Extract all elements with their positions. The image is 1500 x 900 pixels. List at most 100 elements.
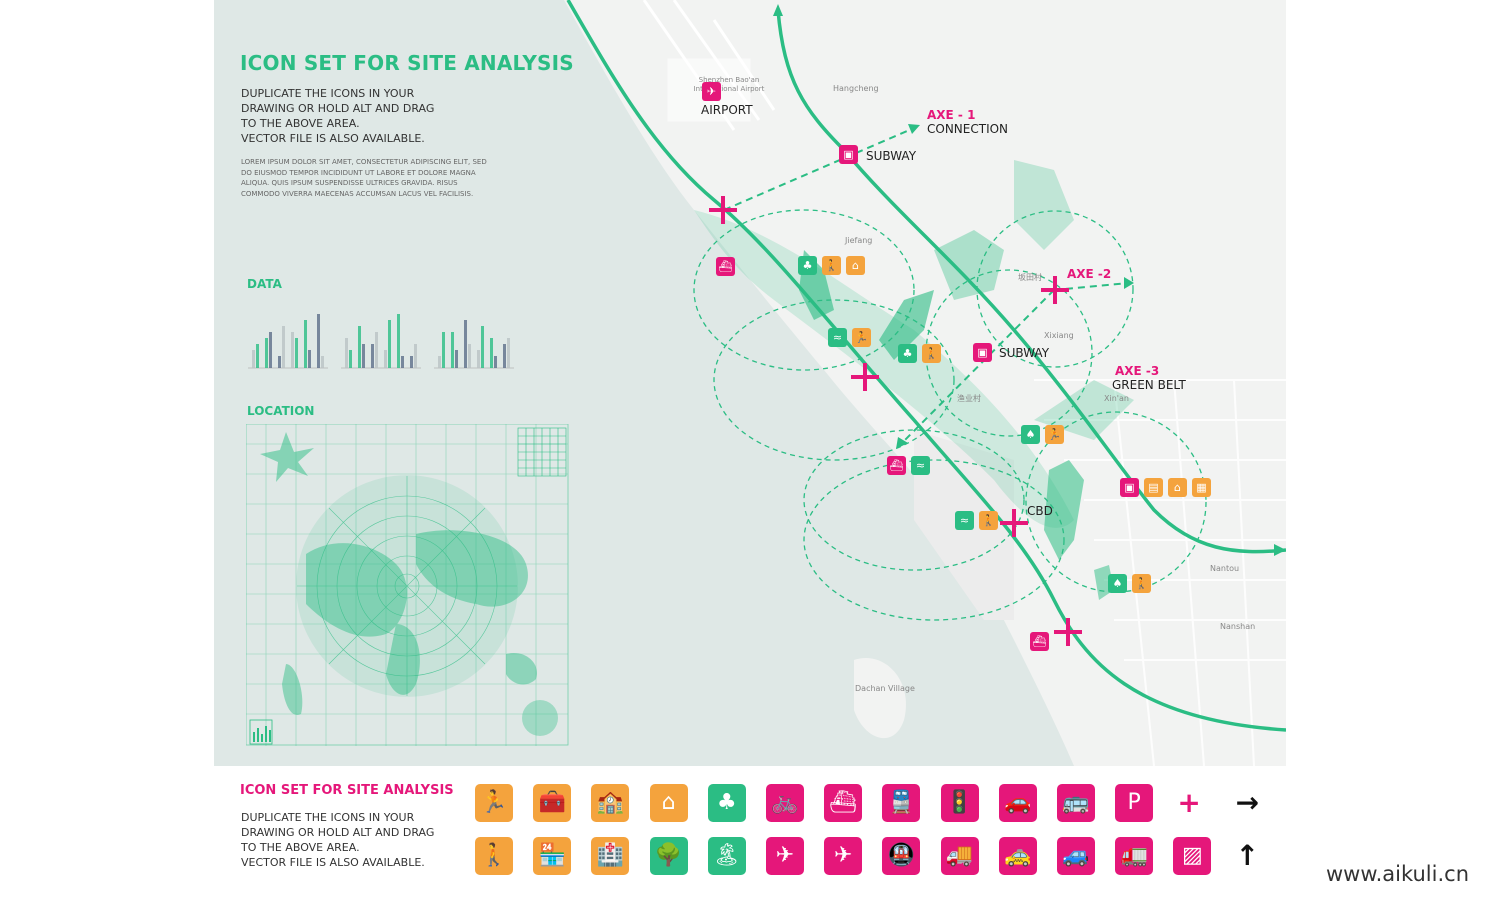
beach-icon: 🏝 — [707, 837, 746, 875]
chart-bar — [371, 344, 374, 368]
subway-label-1: SUBWAY — [866, 149, 917, 163]
place-yuyecun: 渔业村 — [957, 394, 981, 403]
bar-charts — [248, 314, 514, 369]
school-icon: 🏫 — [591, 784, 630, 822]
chart-bar — [349, 350, 352, 368]
chart-bar — [388, 320, 391, 368]
ship-icon: ⛴ — [1030, 632, 1049, 651]
chart-bar — [481, 326, 484, 368]
hospital-icon: 🏥 — [591, 837, 630, 875]
walking-person-icon: 🚶 — [979, 511, 998, 530]
parking-icon: P — [1115, 784, 1154, 822]
walking-person-icon: 🚶 — [922, 344, 941, 363]
airplane-icon: ✈ — [702, 82, 721, 101]
axe1-sub-label: CONNECTION — [927, 122, 1009, 136]
chart-bar — [362, 344, 365, 368]
bicycle-icon: 🚲 — [766, 784, 804, 822]
tree-icon: ♣ — [707, 784, 746, 822]
truck-icon: 🚚 — [940, 837, 979, 875]
chart-bar — [304, 320, 307, 368]
ship-icon: ⛴ — [824, 784, 863, 822]
chart-bar — [503, 344, 506, 368]
chart-bar — [414, 344, 417, 368]
site-map — [564, 0, 1286, 766]
chart-bar — [375, 332, 378, 368]
running-person-icon: 🏃 — [1045, 425, 1064, 444]
airplane-icon: ✈ — [766, 837, 804, 875]
chart-bar — [494, 356, 497, 368]
highway-arrows — [773, 4, 1286, 556]
arrow-right-icon: → — [1235, 786, 1260, 819]
section-data-title: DATA — [247, 277, 282, 291]
highways — [566, 0, 1286, 732]
mini-bar-icon — [249, 719, 273, 745]
school-icon: ⌂ — [1168, 478, 1187, 497]
axe3-sub-label: GREEN BELT — [1112, 378, 1186, 392]
train-icon: ▣ — [1120, 478, 1139, 497]
location-globe — [246, 424, 569, 746]
chart-bar — [464, 320, 467, 368]
chart-bar — [278, 356, 281, 368]
page-title: ICON SET FOR SITE ANALYSIS — [240, 51, 574, 75]
car-icon: 🚗 — [998, 784, 1037, 822]
axe1-label: AXE - 1 — [927, 108, 976, 122]
subway-label-2: SUBWAY — [999, 346, 1050, 360]
node-crosses — [709, 196, 1082, 646]
chart-bar — [291, 332, 294, 368]
chart-bar — [252, 350, 255, 368]
arrow-up-icon: ↑ — [1235, 839, 1260, 872]
airport-label: AIRPORT — [701, 103, 753, 117]
map-panel — [214, 0, 1286, 766]
walking-person-icon: 🚶 — [1132, 574, 1151, 593]
chart-bar — [269, 332, 272, 368]
beach-icon: ≈ — [955, 511, 974, 530]
legend-title: ICON SET FOR SITE ANALYSIS — [240, 783, 454, 798]
world-map-silhouette — [282, 530, 537, 715]
chart-bar — [317, 314, 320, 368]
street-grid — [1034, 379, 1286, 766]
roadblock-icon: ▨ — [1173, 837, 1212, 875]
train-icon: ▣ — [973, 343, 992, 362]
place-jiefang: Jiefang — [845, 236, 873, 245]
chart-bar — [410, 356, 413, 368]
train-icon: ▣ — [839, 145, 858, 164]
chart-bar — [451, 332, 454, 368]
axe2-label: AXE -2 — [1067, 267, 1112, 281]
chart-bar — [358, 326, 361, 368]
ship-icon: ⛴ — [887, 456, 906, 475]
plus-icon: + — [1177, 786, 1201, 819]
axe3-label: AXE -3 — [1115, 364, 1160, 378]
chart-bar — [282, 326, 285, 368]
header-description: DUPLICATE THE ICONS IN YOUR DRAWING OR H… — [241, 87, 435, 145]
chart-bar — [384, 350, 387, 368]
bus-icon: 🚌 — [1057, 784, 1095, 822]
watermark: www.aikuli.cn — [1326, 862, 1470, 886]
place-xixiang: Xixiang — [1044, 331, 1074, 340]
chart-bar — [442, 332, 445, 368]
train-icon: 🚆 — [882, 784, 921, 822]
chart-bar — [438, 356, 441, 368]
chart-bar — [295, 338, 298, 368]
chart-bar — [401, 356, 404, 368]
metro-icon: 🚇 — [882, 837, 921, 875]
running-person-icon: 🏃 — [475, 784, 513, 822]
tree-icon: ♣ — [898, 344, 917, 363]
cbd-label: CBD — [1027, 504, 1053, 518]
toolbox-icon: ▤ — [1144, 478, 1163, 497]
place-dachan: Dachan Village — [855, 684, 915, 693]
walking-person-icon: 🚶 — [475, 837, 513, 875]
chart-bar — [490, 338, 493, 368]
mini-grid — [517, 427, 567, 477]
shop-icon: ▦ — [1192, 478, 1211, 497]
tree-icon: ♣ — [798, 256, 817, 275]
chart-bar — [265, 338, 268, 368]
chart-bar — [477, 350, 480, 368]
chart-bar — [455, 350, 458, 368]
toolbox-icon: 🧰 — [533, 784, 572, 822]
park-bench-icon: ♠ — [1108, 574, 1127, 593]
section-location-title: LOCATION — [247, 404, 315, 418]
shop-icon: 🏪 — [533, 837, 572, 875]
place-nanshan: Nanshan — [1220, 622, 1256, 631]
park-bench-icon: ♠ — [1021, 425, 1040, 444]
running-person-icon: 🏃 — [852, 328, 871, 347]
